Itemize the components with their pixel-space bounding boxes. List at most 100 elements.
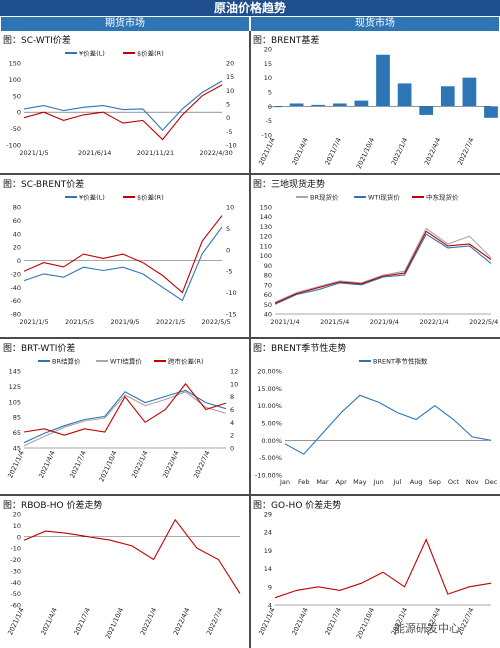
x-tick-label: 2022/7/4 <box>456 136 476 166</box>
y-tick-label: 40 <box>264 311 272 319</box>
panel-title-brent-seasonal: 图：BRENT季节性走势 <box>253 344 347 354</box>
y-tick-label: 150 <box>260 204 272 212</box>
y-tick-label: 140 <box>260 213 272 221</box>
x-tick-label: 2021/1/4 <box>257 136 277 166</box>
y-tick-label: -60 <box>10 297 21 305</box>
x-tick-label: 2022/7/4 <box>205 606 225 636</box>
y-right-tick-label: 15 <box>226 73 234 81</box>
y-right-tick-label: 0 <box>230 445 234 453</box>
y-tick-label: 130 <box>260 223 272 231</box>
x-tick-label: 2021/4/4 <box>39 606 59 636</box>
series-line <box>23 389 227 444</box>
y-right-tick-label: -15 <box>226 311 237 319</box>
series-line <box>23 84 223 141</box>
bar <box>397 83 412 107</box>
panel-title-sc-brent: 图：SC-BRENT价差 <box>3 180 85 190</box>
y-tick-label: 10 <box>13 522 21 530</box>
y-tick-label: 5 <box>268 89 272 97</box>
x-tick-label: 2022/5/4 <box>469 318 498 326</box>
y-tick-label: -5 <box>266 117 272 125</box>
y-right-tick-label: 10 <box>226 204 234 212</box>
y-right-tick-label: 20 <box>226 60 234 68</box>
y-tick-label: 50 <box>13 92 21 100</box>
x-tick-label: 2022/4/4 <box>423 136 443 166</box>
legend-label: ¥价差(L) <box>79 193 105 202</box>
legend-label: 中东现货价 <box>426 193 459 202</box>
chart-brt-wti: 45 65 85 105 125 145 0 2 4 6 8 10 12 2021/1/4 2021/4/4… <box>6 357 238 484</box>
y-right-tick-label: 5 <box>226 101 230 109</box>
watermark-text: 能源研发中心 <box>394 622 460 635</box>
y-right-tick-label: 0 <box>226 246 230 254</box>
y-tick-label: -10 <box>261 132 272 140</box>
series-line <box>23 391 227 447</box>
chart-rbob-ho: -60 -50 -40 -30 -20 -10 0 10 20 2021/1/4 2021/4/4 2… <box>6 511 241 640</box>
x-tick-label: 2021/10/4 <box>355 606 376 640</box>
y-tick-label: 40 <box>13 230 21 238</box>
legend-label: WTI现货价 <box>368 193 400 202</box>
x-tick-label: 2021/4/4 <box>290 136 310 166</box>
y-tick-label: 5.00% <box>261 420 282 428</box>
y-tick-label: -80 <box>10 311 21 319</box>
bar <box>354 100 369 107</box>
x-tick-label: 2021/7/4 <box>323 606 343 636</box>
y-right-tick-label: -5 <box>226 128 232 136</box>
x-tick-label: Jun <box>373 478 384 486</box>
x-tick-label: 2022/1/4 <box>130 449 150 479</box>
bar <box>332 103 347 107</box>
x-tick-label: Nov <box>466 478 479 486</box>
bar <box>268 106 282 108</box>
y-tick-label: -10.00% <box>255 472 282 480</box>
x-tick-label: 2022/4/4 <box>161 449 181 479</box>
x-tick-label: 2022/4/30 <box>199 149 232 157</box>
chart-sc-brent: -80 -60 -40 -20 0 20 40 60 80 -15 -10 -5 0 5 10 2021/1/… <box>10 193 237 327</box>
y-tick-label: 0 <box>17 257 21 265</box>
x-tick-label: 2021/4/4 <box>37 449 57 479</box>
x-tick-label: 2021/7/4 <box>323 136 343 166</box>
series-line <box>23 518 241 594</box>
y-tick-label: -40 <box>10 284 21 292</box>
x-tick-label: 2021/1/4 <box>257 606 277 636</box>
y-tick-label: -100 <box>6 142 21 150</box>
y-tick-label: 19 <box>264 547 272 555</box>
y-tick-label: 65 <box>13 429 21 437</box>
y-right-tick-label: -10 <box>226 142 237 150</box>
x-tick-label: 2021/6/14 <box>78 149 111 157</box>
x-tick-label: 2022/7/4 <box>192 449 212 479</box>
x-tick-label: 2021/4/4 <box>290 606 310 636</box>
x-tick-label: 2021/7/4 <box>72 606 92 636</box>
y-tick-label: 60 <box>264 291 272 299</box>
y-tick-label: -10 <box>10 545 21 553</box>
x-tick-label: 2022/4/4 <box>172 606 192 636</box>
y-tick-label: 20 <box>13 244 21 252</box>
y-tick-label: 20 <box>264 46 272 54</box>
bar <box>419 106 434 115</box>
x-tick-label: 2021/10/4 <box>355 136 376 170</box>
x-tick-label: 2021/7/4 <box>68 449 88 479</box>
x-tick-label: 2021/1/5 <box>19 318 48 326</box>
y-right-tick-label: 8 <box>230 393 234 401</box>
panel-title-go-ho: 图：GO-HO 价差走势 <box>253 501 342 511</box>
x-tick-label: Jul <box>392 478 401 486</box>
y-tick-label: 20 <box>13 511 21 519</box>
series-line <box>274 227 492 303</box>
y-tick-label: 20.00% <box>257 368 282 376</box>
y-tick-label: -20 <box>10 556 21 564</box>
x-tick-label: Feb <box>298 478 310 486</box>
y-tick-label: -60 <box>10 602 21 610</box>
series-line <box>274 233 492 305</box>
y-tick-label: 120 <box>260 233 272 241</box>
section-header-spot: 现货市场 <box>251 17 499 31</box>
series-line <box>23 215 223 294</box>
y-tick-label: 60 <box>13 217 21 225</box>
bar <box>311 104 326 107</box>
chart-go-ho: 4 9 14 19 24 29 2021/1/4 2021/4/4 2021/7/4 2021/1… <box>257 511 492 640</box>
x-tick-label: 2022/1/4 <box>139 606 159 636</box>
bar <box>376 54 390 107</box>
legend-label: BR结算价 <box>52 357 81 366</box>
y-tick-label: 85 <box>13 414 21 422</box>
x-tick-label: Aug <box>410 478 423 486</box>
section-header-futures: 期货市场 <box>1 17 249 31</box>
x-tick-label: 2021/11/21 <box>137 149 174 157</box>
y-right-tick-label: 10 <box>230 380 238 388</box>
